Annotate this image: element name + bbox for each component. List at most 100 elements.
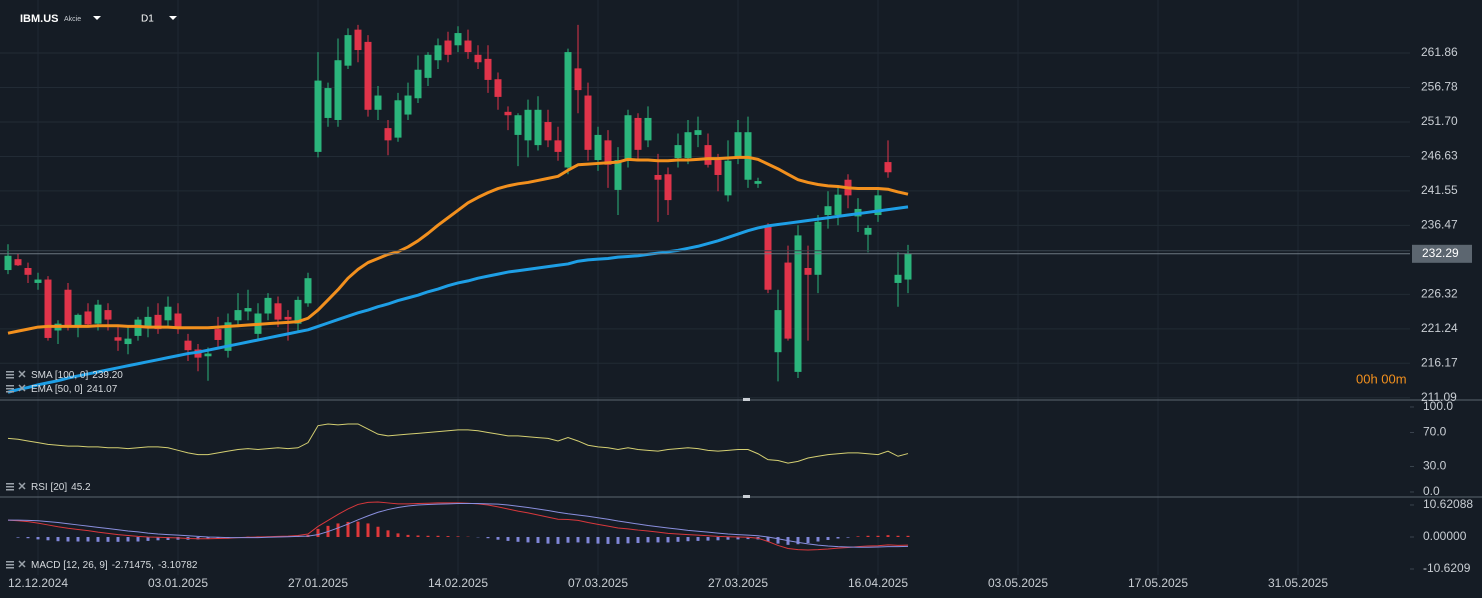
candle-body bbox=[524, 109, 532, 141]
histogram-bar bbox=[616, 536, 620, 544]
histogram-bar bbox=[656, 536, 660, 543]
histogram-bar bbox=[556, 536, 560, 544]
y-tick-label: 100.0 bbox=[1423, 399, 1453, 413]
histogram-bar bbox=[576, 536, 580, 543]
histogram-bar bbox=[776, 536, 780, 544]
candle-body bbox=[274, 303, 282, 320]
pane-handle[interactable] bbox=[743, 398, 750, 401]
candle-body bbox=[664, 174, 672, 201]
candle-body bbox=[104, 310, 112, 320]
histogram-bar bbox=[166, 536, 170, 541]
candle-body bbox=[154, 314, 162, 330]
candle-body bbox=[544, 122, 552, 141]
histogram-bar bbox=[366, 523, 370, 537]
y-tick-label: 226.32 bbox=[1421, 287, 1458, 301]
candle-body bbox=[554, 140, 562, 152]
legend-entry: SMA [100, 0] 239.20 bbox=[6, 370, 123, 381]
histogram-bar bbox=[746, 536, 750, 540]
candle-body bbox=[874, 195, 882, 216]
histogram-bar bbox=[606, 536, 610, 544]
candle-body bbox=[594, 134, 602, 161]
histogram-bar bbox=[96, 536, 100, 542]
dropdown-arrow[interactable] bbox=[93, 16, 101, 20]
indicator-line bbox=[7, 501, 909, 551]
pane-handle[interactable] bbox=[743, 495, 750, 498]
histogram-bar bbox=[356, 521, 360, 537]
legend-icon bbox=[6, 385, 14, 387]
candle-body bbox=[174, 313, 182, 329]
legend-text: SMA [100, 0] 239.20 bbox=[31, 370, 123, 381]
candle-body bbox=[574, 68, 582, 91]
candle-body bbox=[694, 130, 702, 135]
candle-body bbox=[704, 145, 712, 165]
histogram-bar bbox=[156, 536, 160, 541]
histogram-bar bbox=[496, 536, 500, 540]
candle-body bbox=[514, 115, 522, 135]
moving-average-line bbox=[7, 155, 909, 335]
candle-body bbox=[864, 227, 872, 235]
legend-value: 239.20 bbox=[92, 370, 123, 381]
histogram-bar bbox=[796, 536, 800, 545]
legend-name: SMA [100, 0] bbox=[31, 370, 88, 381]
histogram-bar bbox=[666, 536, 670, 543]
legend-icon bbox=[6, 377, 14, 379]
legend-close[interactable] bbox=[18, 384, 26, 392]
legend-icon bbox=[6, 388, 14, 390]
legend-icon bbox=[6, 483, 14, 485]
legend-entry: EMA [50, 0] 241.07 bbox=[6, 384, 118, 395]
candle-body bbox=[234, 310, 242, 321]
x-tick-label: 12.12.2024 bbox=[8, 576, 68, 590]
legend-close[interactable] bbox=[18, 370, 26, 378]
candle-body bbox=[344, 35, 352, 66]
legend-close[interactable] bbox=[18, 560, 26, 568]
candle-body bbox=[904, 253, 912, 280]
histogram-bar bbox=[716, 536, 720, 541]
y-tick-label: 10.62088 bbox=[1423, 497, 1473, 511]
y-tick-label: 261.86 bbox=[1421, 45, 1458, 59]
candle-body bbox=[324, 88, 332, 118]
candle-body bbox=[94, 304, 102, 324]
y-tick-label: 30.0 bbox=[1423, 459, 1447, 473]
dropdown-arrow[interactable] bbox=[169, 16, 177, 20]
candle-body bbox=[804, 268, 812, 275]
candle-body bbox=[374, 95, 382, 110]
current-price-box bbox=[1412, 244, 1472, 263]
candle-body bbox=[654, 174, 662, 180]
y-tick-label: 216.17 bbox=[1421, 355, 1458, 369]
histogram-bar bbox=[726, 536, 730, 540]
x-tick-label: 03.01.2025 bbox=[148, 576, 208, 590]
x-tick-label: 14.02.2025 bbox=[428, 576, 488, 590]
legend-close[interactable] bbox=[18, 482, 26, 490]
histogram-bar bbox=[136, 536, 140, 542]
legend-text: MACD [12, 26, 9] -2.71475, -3.10782 bbox=[31, 560, 198, 571]
moving-average-line bbox=[7, 205, 909, 394]
histogram-bar bbox=[536, 536, 540, 544]
candle-body bbox=[884, 162, 892, 173]
candle-body bbox=[624, 115, 632, 161]
histogram-bar bbox=[86, 536, 90, 542]
legend-text: RSI [20] 45.2 bbox=[31, 482, 91, 493]
y-tick-label: 251.70 bbox=[1421, 114, 1458, 128]
y-tick-label: 236.47 bbox=[1421, 218, 1458, 232]
histogram-bar bbox=[906, 535, 910, 537]
timeframe[interactable]: D1 bbox=[141, 14, 154, 25]
histogram-bar bbox=[646, 536, 650, 543]
histogram-bar bbox=[316, 528, 320, 537]
asset-type: Akcie bbox=[64, 16, 81, 23]
legend-value: 241.07 bbox=[87, 384, 118, 395]
legend-icon bbox=[6, 489, 14, 491]
histogram-bar bbox=[126, 536, 130, 542]
legend: SMA [100, 0] 239.20 EMA [50, 0] 241.07 RSI [… bbox=[6, 370, 198, 571]
candle-body bbox=[834, 194, 842, 216]
candle-body bbox=[394, 100, 402, 138]
candle-body bbox=[444, 40, 452, 55]
symbol[interactable]: IBM.US bbox=[20, 13, 59, 25]
histogram-bar bbox=[436, 535, 440, 537]
histogram-bar bbox=[686, 536, 690, 542]
candle-body bbox=[214, 329, 222, 340]
legend-entry: RSI [20] 45.2 bbox=[6, 482, 91, 493]
candle-body bbox=[434, 45, 442, 61]
candle-body bbox=[474, 54, 482, 63]
